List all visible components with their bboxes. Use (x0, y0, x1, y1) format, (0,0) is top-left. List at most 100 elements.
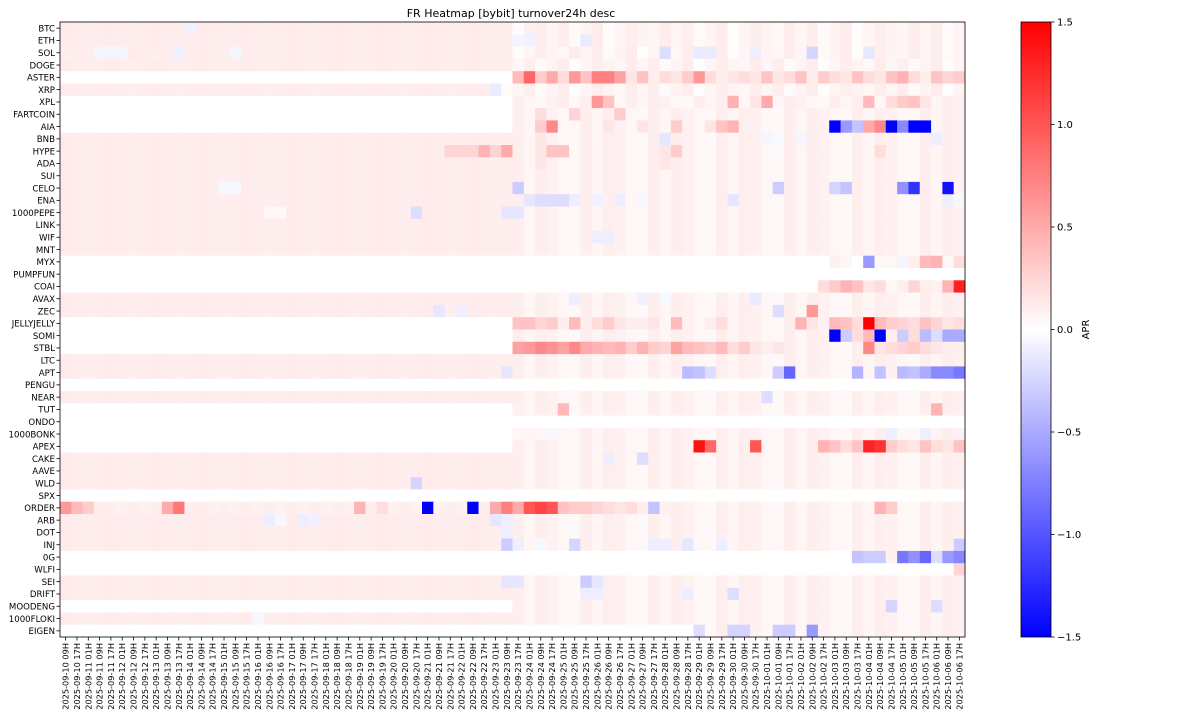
heatmap-cell-COAI-1 (71, 280, 84, 293)
heatmap-cell-STBL-13 (207, 341, 219, 355)
heatmap-cell-FARTCOIN-68 (829, 108, 841, 121)
heatmap-cell-ONDO-7 (139, 415, 151, 429)
heatmap-cell-1000FLOKI-42 (535, 612, 547, 626)
heatmap-cell-DOT-1 (71, 526, 84, 539)
column-label: 2025-09-11 17H (106, 643, 116, 710)
heatmap-cell-BTC-43 (546, 22, 559, 35)
heatmap-cell-LINK-68 (829, 218, 841, 232)
heatmap-cell-MOODENG-6 (127, 600, 140, 613)
heatmap-cell-WLD-9 (161, 477, 174, 490)
heatmap-cell-1000PEPE-44 (557, 206, 570, 220)
heatmap-cell-XPL-54 (670, 95, 683, 109)
heatmap-cell-PENGU-43 (546, 378, 559, 392)
heatmap-cell-XPL-8 (150, 95, 163, 109)
heatmap-cell-NEAR-63 (772, 391, 785, 404)
heatmap-cell-XRP-9 (161, 83, 174, 97)
heatmap-cell-ORDER-26 (354, 501, 366, 515)
heatmap-cell-ARB-73 (885, 514, 898, 527)
heatmap-cell-ADA-53 (659, 157, 672, 170)
heatmap-cell-PENGU-77 (931, 378, 943, 392)
heatmap-cell-LTC-9 (161, 354, 174, 367)
heatmap-cell-AVAX-74 (897, 292, 909, 306)
heatmap-cell-BTC-74 (897, 22, 909, 35)
heatmap-cell-STBL-50 (625, 341, 638, 355)
heatmap-cell-SUI-10 (173, 169, 185, 183)
heatmap-cell-ONDO-2 (82, 415, 95, 429)
heatmap-cell-ONDO-61 (750, 415, 762, 429)
heatmap-cell-CAKE-10 (173, 452, 185, 466)
heatmap-cell-WIF-26 (354, 231, 366, 244)
heatmap-cell-LINK-46 (580, 218, 593, 232)
heatmap-cell-ZEC-37 (478, 304, 491, 318)
heatmap-cell-ONDO-36 (467, 415, 479, 429)
heatmap-cell-ASTER-74 (897, 71, 909, 84)
heatmap-cell-ARB-61 (750, 514, 762, 527)
heatmap-cell-APEX-56 (693, 440, 706, 453)
heatmap-cell-CELO-9 (161, 181, 174, 195)
heatmap-cell-APEX-13 (207, 440, 219, 453)
heatmap-cell-ENA-65 (795, 194, 808, 207)
heatmap-cell-XRP-69 (840, 83, 853, 97)
row-label: FARTCOIN (13, 110, 55, 120)
heatmap-cell-JELLYJELLY-27 (365, 317, 378, 330)
heatmap-cell-1000PEPE-47 (591, 206, 604, 220)
heatmap-cell-CELO-47 (591, 181, 604, 195)
heatmap-cell-XRP-45 (569, 83, 581, 97)
heatmap-cell-0G-30 (399, 550, 412, 564)
plot-frame (59, 21, 966, 638)
heatmap-cell-STBL-63 (772, 341, 785, 355)
heatmap-cell-NEAR-27 (365, 391, 378, 404)
heatmap-cell-WIF-35 (455, 231, 468, 244)
heatmap-cell-AVAX-70 (851, 292, 864, 306)
heatmap-cell-LINK-79 (953, 218, 966, 232)
heatmap-cell-SPX-27 (365, 489, 378, 503)
heatmap-cell-DOGE-64 (784, 58, 796, 72)
heatmap-cell-COAI-16 (241, 280, 253, 293)
heatmap-cell-INJ-39 (501, 538, 513, 552)
heatmap-cell-AIA-61 (750, 120, 762, 134)
heatmap-cell-BTC-79 (953, 22, 966, 35)
heatmap-cell-0G-61 (750, 550, 762, 564)
heatmap-cell-ENA-14 (218, 194, 231, 207)
heatmap-cell-DOT-73 (885, 526, 898, 539)
heatmap-cell-0G-0 (60, 550, 72, 564)
heatmap-cell-DOT-31 (410, 526, 423, 539)
heatmap-cell-HYPE-22 (308, 145, 321, 158)
heatmap-cell-LINK-16 (241, 218, 253, 232)
heatmap-cell-ZEC-45 (569, 304, 581, 318)
heatmap-cell-APEX-48 (603, 440, 615, 453)
heatmap-cell-EIGEN-11 (184, 624, 197, 638)
heatmap-cell-EIGEN-43 (546, 624, 559, 638)
heatmap-cell-0G-49 (614, 550, 627, 564)
heatmap-cell-APT-0 (60, 366, 72, 380)
heatmap-cell-MYX-72 (874, 255, 887, 269)
heatmap-cell-WLD-74 (897, 477, 909, 490)
heatmap-cell-ETH-32 (422, 34, 434, 47)
heatmap-cell-COAI-56 (693, 280, 706, 293)
heatmap-cell-MOODENG-10 (173, 600, 185, 613)
heatmap-cell-MOODENG-61 (750, 600, 762, 613)
heatmap-cell-WIF-45 (569, 231, 581, 244)
heatmap-cell-1000PEPE-53 (659, 206, 672, 220)
heatmap-cell-NEAR-8 (150, 391, 163, 404)
heatmap-cell-JELLYJELLY-9 (161, 317, 174, 330)
heatmap-cell-ETH-59 (727, 34, 740, 47)
heatmap-cell-EIGEN-9 (161, 624, 174, 638)
heatmap-cell-XRP-74 (897, 83, 909, 97)
heatmap-cell-AIA-41 (523, 120, 536, 134)
heatmap-cell-ARB-49 (614, 514, 627, 527)
heatmap-cell-WIF-71 (863, 231, 875, 244)
heatmap-cell-AIA-16 (241, 120, 253, 134)
heatmap-cell-1000FLOKI-53 (659, 612, 672, 626)
heatmap-cell-ORDER-64 (784, 501, 796, 515)
heatmap-cell-AAVE-71 (863, 464, 875, 478)
heatmap-cell-DOGE-32 (422, 58, 434, 72)
heatmap-cell-HYPE-58 (716, 145, 728, 158)
heatmap-cell-ZEC-39 (501, 304, 513, 318)
heatmap-cell-INJ-72 (874, 538, 887, 552)
heatmap-cell-AVAX-51 (636, 292, 649, 306)
heatmap-cell-WLD-33 (433, 477, 446, 490)
heatmap-cell-EIGEN-36 (467, 624, 479, 638)
heatmap-cell-DOGE-74 (897, 58, 909, 72)
heatmap-cell-APEX-19 (274, 440, 287, 453)
